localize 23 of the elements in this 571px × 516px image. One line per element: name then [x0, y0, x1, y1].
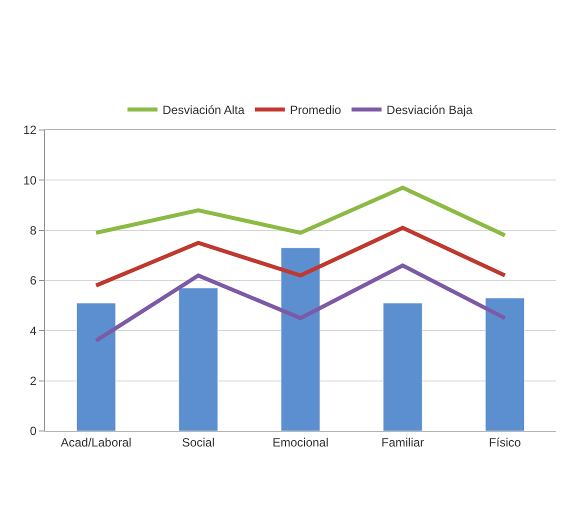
line-series: [94, 186, 507, 238]
bar: [76, 302, 116, 431]
line-series: [94, 263, 507, 343]
x-tick-label: Físico: [488, 435, 522, 450]
x-tick-label: Familiar: [381, 435, 424, 450]
bar: [280, 248, 320, 431]
y-tick-label: 8: [30, 224, 37, 238]
bar: [178, 288, 218, 431]
y-tick-label: 12: [23, 123, 37, 138]
y-tick-label: 4: [30, 324, 37, 338]
y-tick-label: 2: [30, 374, 37, 388]
x-tick-label: Emocional: [272, 435, 329, 450]
bar: [485, 298, 525, 431]
bar: [383, 302, 422, 431]
y-tick-label: 6: [30, 274, 37, 288]
y-tick-label: 0: [30, 424, 37, 438]
legend-label: Promedio: [290, 103, 342, 118]
y-tick-label: 10: [23, 173, 37, 188]
x-tick-label: Social: [182, 435, 215, 450]
legend-label: Desviación Baja: [386, 103, 473, 118]
line-series: [94, 226, 507, 288]
legend-label: Desviación Alta: [162, 103, 245, 118]
x-tick-label: Acad/Laboral: [60, 435, 132, 450]
